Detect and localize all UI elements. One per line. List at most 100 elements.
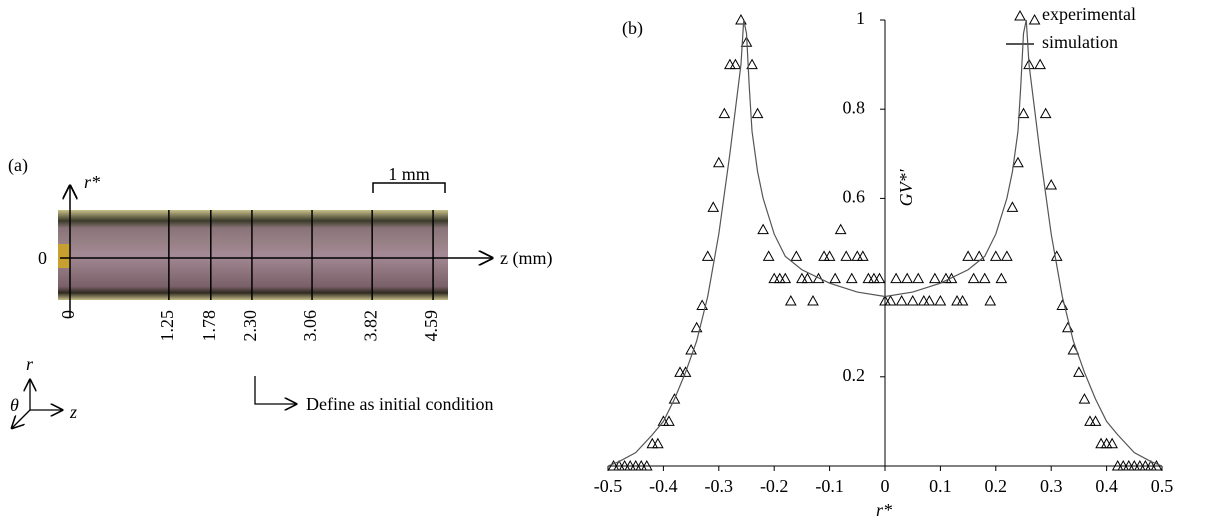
data-point	[746, 58, 758, 70]
note-arrow	[254, 376, 296, 404]
x-tick-label: 0	[881, 476, 890, 496]
y-tick-label: 0.6	[843, 187, 866, 207]
r-axis-label: r*	[84, 172, 100, 192]
data-point	[718, 107, 731, 119]
data-point	[1106, 437, 1118, 449]
data-point	[873, 272, 886, 284]
data-point	[652, 437, 664, 449]
data-point	[923, 294, 936, 306]
data-point	[929, 272, 941, 284]
x-tick-label: -0.4	[649, 476, 678, 496]
data-point	[995, 272, 1008, 284]
x-tick-label: -0.5	[594, 476, 623, 496]
data-point	[890, 272, 902, 284]
data-point	[973, 250, 986, 261]
data-point	[895, 294, 908, 306]
data-point	[1089, 415, 1102, 426]
panel-b: (b) r* GV*' -0.5 -0.4 -0.3 -0.2 -0.1 0 0.1 0.2 0…	[594, 4, 1174, 520]
data-point	[1034, 58, 1046, 70]
data-point	[912, 272, 925, 284]
data-point	[834, 223, 847, 235]
x-tick-label: 0.3	[1040, 476, 1063, 496]
note: Define as initial condition	[306, 394, 493, 414]
data-point	[1045, 178, 1058, 190]
x-tick-label: 0.2	[985, 476, 1008, 496]
data-point	[751, 107, 764, 119]
data-point	[784, 294, 797, 306]
data-point	[1001, 250, 1013, 261]
data-point	[1028, 13, 1041, 25]
z-tick-label: 0	[58, 310, 78, 319]
data-point	[945, 272, 958, 284]
data-point	[1012, 156, 1024, 168]
data-point	[801, 272, 814, 284]
data-point	[707, 201, 720, 212]
data-point	[823, 250, 836, 261]
data-point	[829, 272, 841, 284]
legend-symbol	[1014, 9, 1026, 21]
z-tick-label: 4.59	[421, 310, 441, 342]
data-point	[884, 294, 897, 306]
coord-z: z	[69, 402, 77, 422]
data-point	[1073, 366, 1085, 377]
data-point	[740, 36, 753, 47]
x-tick-label: 0.5	[1151, 476, 1174, 496]
y-axis-label: GV*'	[896, 168, 916, 206]
data-point	[984, 294, 997, 306]
data-point	[679, 366, 692, 377]
data-point	[962, 250, 974, 261]
data-line	[607, 19, 1163, 467]
x-tick-label: -0.1	[815, 476, 844, 496]
data-point	[812, 272, 825, 284]
z-tick-label: 1.78	[199, 310, 219, 342]
data-point	[1150, 459, 1163, 471]
x-tick-label: 0.4	[1095, 476, 1118, 496]
z-tick-label: 3.82	[360, 310, 380, 342]
data-point	[640, 459, 653, 471]
coord-r: r	[26, 354, 34, 374]
data-point	[757, 223, 769, 235]
data-point	[790, 250, 803, 261]
y-tick-label: 0.8	[843, 97, 866, 117]
data-point	[690, 321, 703, 333]
y-tick-label: 0.2	[843, 365, 866, 385]
data-point	[845, 272, 858, 284]
data-point	[735, 13, 747, 25]
data-point	[668, 393, 681, 404]
legend-label: experimental	[1042, 4, 1136, 24]
chart-title: (b)	[622, 18, 643, 39]
data-point	[856, 250, 869, 261]
data-point	[807, 294, 819, 306]
data-point	[779, 272, 792, 284]
data-point	[906, 294, 919, 306]
data-point	[934, 294, 947, 306]
data-point	[840, 250, 853, 261]
scale-bar	[372, 182, 446, 193]
data-point	[1006, 201, 1019, 212]
tube-end	[58, 244, 70, 268]
data-point	[1039, 107, 1052, 119]
x-tick-label: -0.3	[705, 476, 734, 496]
data-point	[1078, 393, 1091, 404]
data-point	[1050, 250, 1063, 261]
data-point	[978, 272, 991, 284]
data-point	[967, 272, 980, 284]
data-point	[901, 272, 914, 284]
data-point	[1061, 321, 1074, 333]
tube-photo	[58, 210, 448, 300]
data-point	[701, 250, 714, 261]
z-tick-label: 2.30	[240, 310, 260, 342]
scale-bar-label: 1 mm	[388, 164, 430, 184]
panel-a: (a) r* 0 z (mm) 1 mm r θ z Define as ini…	[8, 155, 552, 428]
data-point	[989, 250, 1002, 261]
z-axis-label: z (mm)	[500, 248, 552, 269]
data-point	[762, 250, 775, 261]
panel-label: (a)	[8, 155, 28, 176]
data-point	[1017, 107, 1030, 119]
z-tick-label: 3.06	[300, 310, 320, 342]
origin-label: 0	[38, 248, 47, 268]
coordinate-system	[12, 380, 62, 428]
y-tick-label: 1	[856, 8, 865, 28]
data-point	[1056, 299, 1069, 310]
